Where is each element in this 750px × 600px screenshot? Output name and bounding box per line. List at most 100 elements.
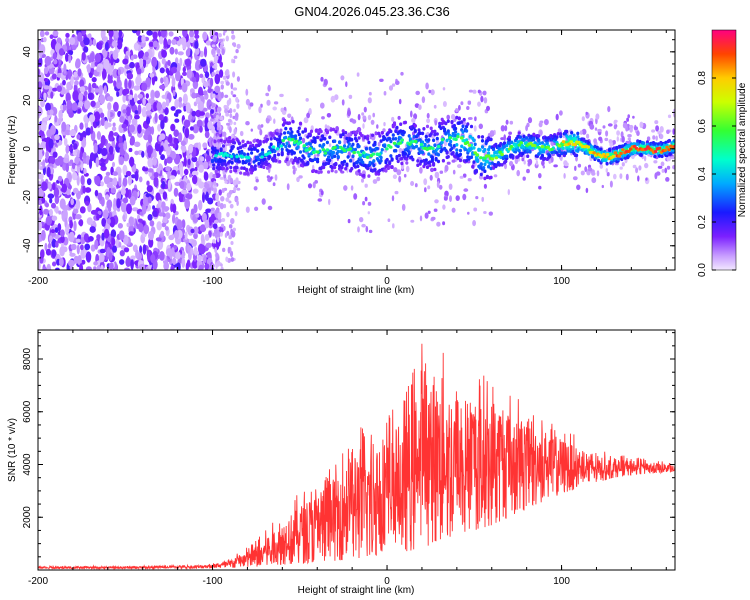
heatmap-cell — [633, 126, 639, 130]
heatmap-cell — [83, 233, 89, 242]
heatmap-cell — [532, 144, 537, 148]
heatmap-cell — [235, 165, 239, 170]
heatmap-cell — [485, 159, 489, 164]
heatmap-cell — [334, 129, 338, 134]
heatmap-cell — [383, 91, 387, 96]
heatmap-cell — [345, 136, 349, 141]
heatmap-cell — [129, 61, 135, 69]
heatmap-cell — [448, 136, 453, 140]
heatmap-cell — [657, 165, 663, 169]
heatmap-cell — [243, 143, 248, 147]
heatmap-cell — [214, 219, 219, 224]
heatmap-cell — [161, 222, 167, 228]
heatmap-cell — [286, 130, 290, 135]
heatmap-cell — [151, 56, 158, 68]
heatmap-cell — [160, 154, 166, 161]
heatmap-cell — [241, 139, 245, 144]
heatmap-cell — [627, 149, 631, 153]
heatmap-cell — [83, 90, 88, 96]
heatmap-cell — [232, 87, 238, 91]
heatmap-cell — [236, 146, 240, 151]
heatmap-cell — [147, 157, 153, 168]
heatmap-cell — [254, 158, 259, 162]
heatmap-cell — [478, 148, 482, 152]
heatmap-cell — [105, 171, 111, 176]
heatmap-cell — [44, 31, 50, 36]
heatmap-cell — [226, 139, 230, 144]
heatmap-cell — [150, 126, 155, 135]
heatmap-cell — [84, 243, 91, 251]
heatmap-cell — [179, 57, 183, 67]
heatmap-cell — [448, 183, 453, 190]
heatmap-cell — [148, 171, 152, 177]
heatmap-cell — [586, 133, 590, 139]
heatmap-cell — [192, 188, 199, 194]
heatmap-cell — [489, 137, 493, 142]
heatmap-cell — [275, 147, 280, 151]
heatmap-cell — [593, 144, 597, 149]
heatmap-cell — [130, 255, 136, 260]
heatmap-cell — [479, 162, 483, 167]
heatmap-cell — [319, 138, 323, 142]
heatmap-cell — [41, 181, 48, 192]
heatmap-cell — [358, 153, 362, 157]
heatmap-cell — [391, 83, 396, 87]
heatmap-cell — [672, 165, 675, 170]
heatmap-cell — [261, 148, 265, 152]
heatmap-cell — [387, 218, 391, 222]
heatmap-cell — [83, 168, 87, 175]
heatmap-cell — [202, 142, 208, 149]
x-tick-label: -100 — [203, 576, 223, 587]
heatmap-cell — [109, 216, 116, 228]
heatmap-cell — [260, 103, 263, 108]
spectrogram-x-axis-label: Height of straight line (km) — [298, 285, 415, 296]
heatmap-cell — [131, 207, 139, 212]
heatmap-cell — [579, 130, 583, 135]
heatmap-cell — [230, 257, 235, 262]
heatmap-cell — [391, 116, 395, 122]
heatmap-cell — [400, 138, 405, 142]
heatmap-cell — [413, 124, 417, 128]
heatmap-cell — [112, 122, 116, 127]
heatmap-cell — [479, 172, 483, 177]
heatmap-cell — [294, 139, 299, 143]
heatmap-cell — [230, 82, 234, 90]
heatmap-cell — [509, 145, 514, 149]
heatmap-cell — [224, 232, 228, 238]
heatmap-cell — [352, 151, 357, 155]
heatmap-cell — [256, 149, 260, 153]
heatmap-cell — [557, 149, 562, 153]
heatmap-cell — [49, 208, 53, 217]
heatmap-cell — [75, 238, 81, 243]
heatmap-cell — [70, 75, 74, 86]
heatmap-cell — [350, 137, 354, 142]
heatmap-cell — [57, 155, 64, 166]
heatmap-cell — [380, 131, 384, 135]
heatmap-cell — [38, 72, 45, 84]
heatmap-cell — [297, 126, 301, 131]
heatmap-cell — [223, 104, 228, 110]
heatmap-cell — [152, 210, 158, 217]
heatmap-cell — [275, 137, 279, 142]
heatmap-cell — [119, 116, 125, 123]
heatmap-cell — [147, 134, 153, 144]
heatmap-cell — [623, 156, 628, 160]
heatmap-cell — [220, 196, 225, 202]
heatmap-cell — [197, 254, 203, 262]
heatmap-cell — [483, 176, 487, 181]
heatmap-cell — [485, 175, 489, 180]
heatmap-cell — [353, 165, 358, 169]
heatmap-cell — [186, 69, 193, 79]
heatmap-cell — [197, 101, 204, 111]
heatmap-cell — [260, 124, 264, 128]
heatmap-cell — [217, 200, 221, 208]
heatmap-cell — [38, 220, 42, 231]
heatmap-cell — [268, 163, 272, 168]
heatmap-cell — [483, 156, 487, 160]
heatmap-cell — [580, 170, 585, 176]
heatmap-cell — [350, 166, 354, 171]
heatmap-cell — [602, 125, 606, 129]
heatmap-cell — [190, 247, 194, 256]
heatmap-cell — [55, 240, 59, 248]
heatmap-cell — [50, 229, 56, 234]
